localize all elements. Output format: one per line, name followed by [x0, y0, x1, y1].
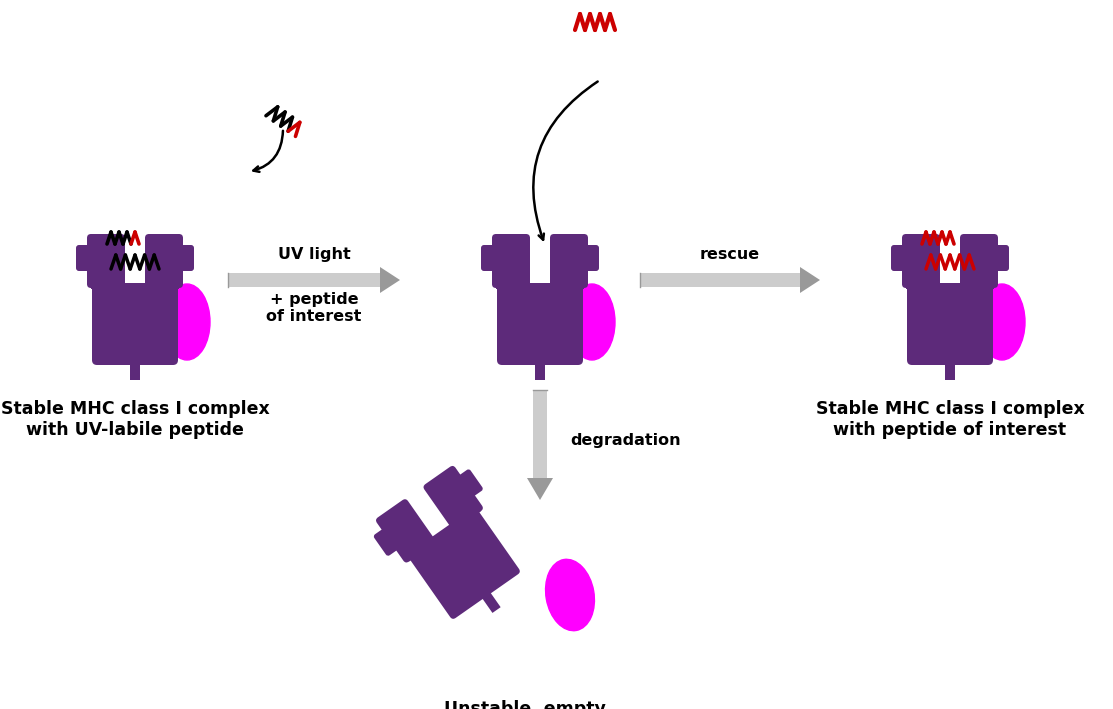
Bar: [496, 283, 584, 289]
Bar: [228, 273, 380, 287]
Bar: [480, 589, 501, 613]
FancyBboxPatch shape: [376, 499, 435, 562]
Bar: [535, 358, 545, 380]
Ellipse shape: [164, 284, 210, 360]
FancyBboxPatch shape: [550, 234, 588, 288]
Bar: [130, 358, 140, 380]
Bar: [91, 283, 179, 289]
Bar: [533, 390, 546, 478]
Ellipse shape: [569, 284, 615, 360]
FancyBboxPatch shape: [902, 234, 940, 288]
Bar: [406, 507, 481, 562]
FancyBboxPatch shape: [481, 245, 501, 271]
FancyBboxPatch shape: [492, 234, 530, 288]
FancyBboxPatch shape: [174, 245, 194, 271]
Text: rescue: rescue: [700, 247, 760, 262]
Ellipse shape: [545, 559, 594, 631]
Text: Stable MHC class I complex
with UV-labile peptide: Stable MHC class I complex with UV-labil…: [1, 400, 269, 439]
Text: UV light: UV light: [277, 247, 351, 262]
Text: + peptide
of interest: + peptide of interest: [266, 292, 362, 325]
Polygon shape: [526, 478, 553, 500]
Bar: [640, 273, 800, 287]
Text: degradation: degradation: [570, 432, 681, 447]
FancyBboxPatch shape: [961, 234, 998, 288]
FancyBboxPatch shape: [87, 234, 125, 288]
Bar: [906, 283, 994, 289]
FancyBboxPatch shape: [892, 245, 912, 271]
FancyBboxPatch shape: [423, 466, 483, 529]
Polygon shape: [800, 267, 820, 293]
Text: Unstable, empty
MHC class I complex: Unstable, empty MHC class I complex: [425, 700, 624, 709]
Bar: [945, 358, 955, 380]
FancyBboxPatch shape: [907, 283, 993, 365]
FancyBboxPatch shape: [498, 283, 583, 365]
FancyBboxPatch shape: [92, 283, 178, 365]
Ellipse shape: [979, 284, 1025, 360]
FancyBboxPatch shape: [407, 508, 520, 619]
FancyBboxPatch shape: [454, 469, 483, 500]
Text: Stable MHC class I complex
with peptide of interest: Stable MHC class I complex with peptide …: [816, 400, 1084, 439]
FancyBboxPatch shape: [989, 245, 1009, 271]
FancyBboxPatch shape: [76, 245, 96, 271]
FancyBboxPatch shape: [579, 245, 599, 271]
Polygon shape: [380, 267, 400, 293]
FancyBboxPatch shape: [374, 525, 403, 556]
FancyBboxPatch shape: [145, 234, 183, 288]
